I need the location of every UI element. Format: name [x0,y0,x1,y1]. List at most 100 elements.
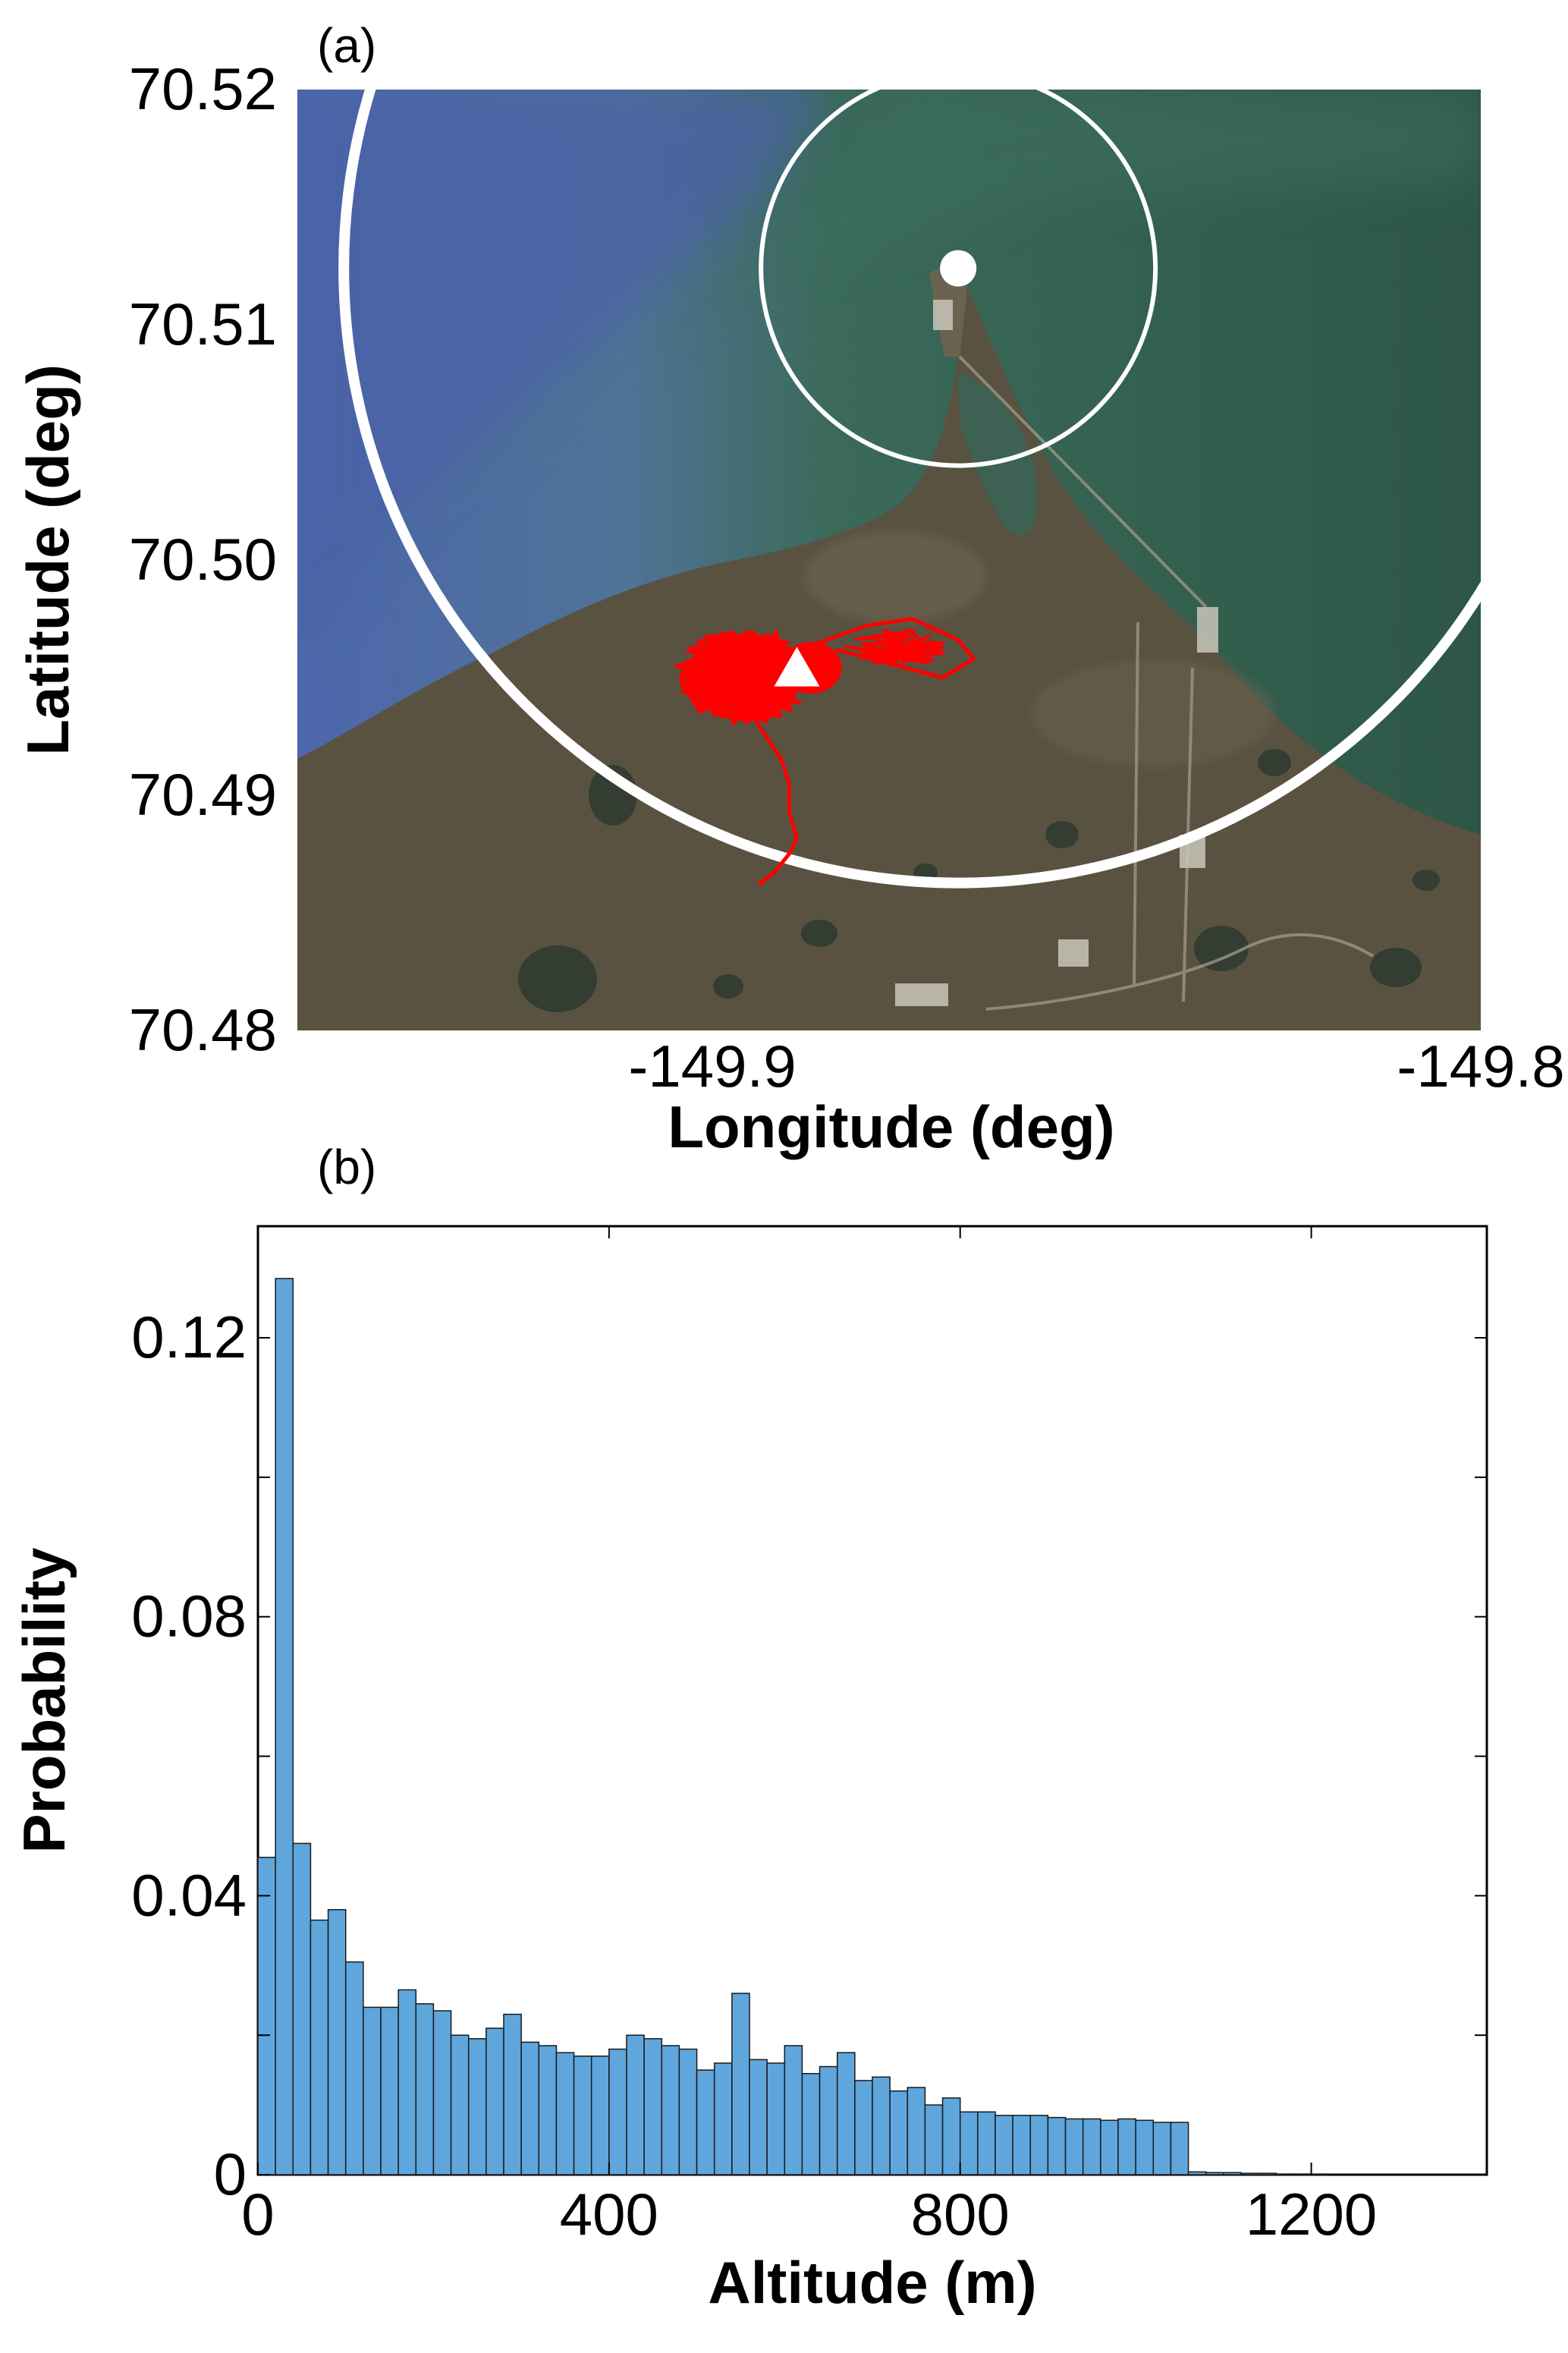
histogram-bar [924,2104,944,2175]
histogram-y-tick-label: 0 [214,2141,247,2207]
map-x-tick-label: -149.9 [628,1033,796,1099]
histogram-y-tick-label: 0.04 [131,1861,247,1928]
histogram-bar [344,1961,364,2175]
histogram-bar [363,2006,382,2175]
track-cluster-core [688,635,798,715]
histogram-x-axis-label: Altitude (m) [708,2249,1036,2316]
histogram-bar [467,2038,487,2175]
histogram-x-tick-label: 1200 [1246,2181,1378,2248]
histogram-bar [731,1993,750,2175]
histogram-bar [503,2013,522,2175]
histogram-bar [1047,2116,1067,2175]
track-spur [772,616,977,680]
satellite-map-background [297,90,1481,1030]
histogram-bar [1029,2115,1049,2175]
histogram-bar [696,2069,715,2175]
map-y-tick-label: 70.48 [129,996,277,1063]
histogram-bar [626,2034,645,2175]
histogram-bar [661,2045,680,2175]
map-y-tick-labels: 70.48 70.49 70.50 70.51 70.52 [129,55,277,1063]
histogram-bar [590,2056,610,2175]
histogram-x-tick-labels: 0 400 800 1200 [241,2181,1377,2248]
histogram-bar [854,2080,873,2175]
histogram-bar [1012,2115,1032,2175]
histogram-ticks [257,1226,1487,2175]
map-y-tick-label: 70.52 [129,55,277,122]
map-y-tick-label: 70.51 [129,291,277,357]
histogram-panel: (b) 0 0.04 0.08 0.12 0 400 800 1200 Altitude (… [11,1140,1488,2316]
histogram-bar [275,1278,294,2175]
histogram-bar [801,2072,821,2175]
inner-range-ring [759,90,1158,468]
roads [958,355,1375,1011]
track-tail [749,712,800,886]
map-x-tick-labels: -149.9 -149.8 [628,1033,1564,1099]
histogram-bar [1275,2173,1295,2175]
histogram-bar [1170,2122,1189,2175]
site-triangle-marker [774,646,820,687]
histogram-bar [310,1919,329,2175]
histogram-bar [941,2097,961,2175]
outer-range-ring [338,90,1481,889]
histogram-bar [450,2034,470,2175]
histogram-bar [415,2003,435,2175]
histogram-bar [485,2027,504,2175]
site-circle-marker [940,250,977,287]
panel-b-label: (b) [317,1140,376,1194]
histogram-bar [836,2052,856,2175]
map-y-tick-label: 70.49 [129,761,277,828]
histogram-bar [1223,2172,1242,2175]
histogram-x-tick-label: 400 [560,2181,658,2248]
histogram-bar [643,2038,663,2175]
histogram-bar [977,2111,996,2175]
map-y-axis-label: Latitude (deg) [14,364,81,756]
histogram-bar [397,1989,417,2175]
histogram-y-tick-label: 0.12 [131,1304,247,1370]
histogram-bar [872,2076,891,2175]
histogram-bar [608,2048,627,2175]
map-y-tick-label: 70.50 [129,526,277,593]
histogram-bar [1258,2172,1277,2175]
histogram-bar [1100,2119,1119,2175]
histogram-bar [819,2065,838,2175]
histogram-x-tick-label: 0 [241,2181,274,2248]
histogram-bar [959,2111,979,2175]
histogram-bar [1064,2118,1084,2175]
histogram-bar [1082,2118,1101,2175]
histogram-bars [257,1278,1330,2175]
histogram-y-tick-labels: 0 0.04 0.08 0.12 [131,1304,247,2207]
histogram-bar [889,2090,909,2175]
histogram-plot-area [256,1225,1488,2176]
histogram-bar [257,1857,276,2175]
ponds [518,749,1440,1012]
histogram-bar [1205,2172,1224,2175]
histogram-x-tick-label: 800 [911,2181,1010,2248]
histogram-bar [678,2048,698,2175]
panel-a-label: (a) [317,18,376,73]
histogram-bar [432,2010,452,2175]
histogram-bar [1293,2173,1312,2175]
histogram-bar [1117,2118,1136,2175]
histogram-y-tick-label: 0.08 [131,1583,247,1650]
histogram-bar [292,1842,312,2175]
histogram-y-axis-label: Probability [11,1547,77,1853]
histogram-bar [520,2041,540,2175]
histogram-bar [749,2059,768,2175]
histogram-bar [380,2006,399,2175]
histogram-bar [327,1908,347,2175]
map-panel: (a) [14,18,1565,1160]
histogram-bar [573,2056,592,2175]
map-x-tick-label: -149.8 [1397,1033,1564,1099]
histogram-bar [907,2087,926,2175]
track-spur-loops [844,628,945,666]
histogram-bar [1310,2173,1330,2175]
histogram-bar [1135,2119,1155,2175]
histogram-bar [784,2045,803,2175]
histogram-bar [1240,2172,1259,2175]
histogram-bar [1187,2171,1207,2175]
histogram-bar [538,2045,558,2175]
histogram-bar [766,2062,786,2175]
histogram-bar [713,2062,733,2175]
map-x-axis-label: Longitude (deg) [668,1093,1114,1160]
histogram-bar [995,2115,1013,2175]
